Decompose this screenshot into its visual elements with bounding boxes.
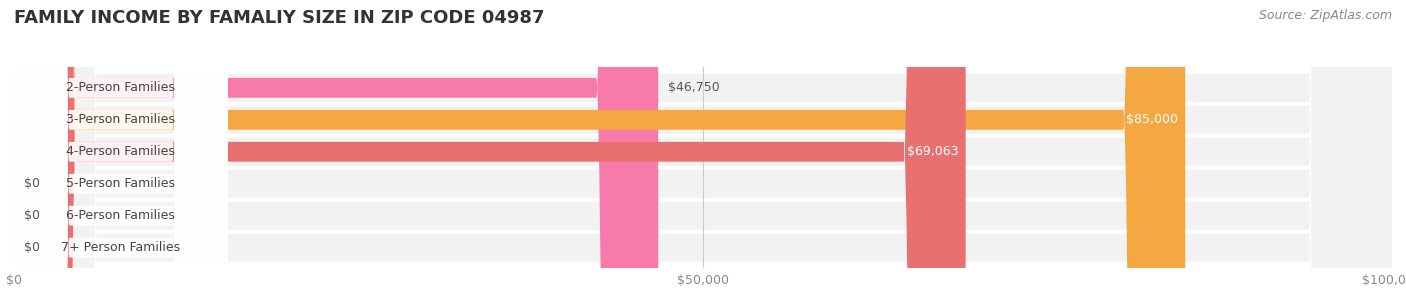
Text: 4-Person Families: 4-Person Families [66,145,176,158]
Text: FAMILY INCOME BY FAMALIY SIZE IN ZIP CODE 04987: FAMILY INCOME BY FAMALIY SIZE IN ZIP COD… [14,9,544,27]
FancyBboxPatch shape [14,0,228,305]
Text: $46,750: $46,750 [668,81,720,94]
Text: 6-Person Families: 6-Person Families [66,209,176,222]
FancyBboxPatch shape [14,0,1185,305]
FancyBboxPatch shape [14,0,228,305]
Text: 7+ Person Families: 7+ Person Families [62,241,180,254]
Text: 3-Person Families: 3-Person Families [66,113,176,126]
Text: $0: $0 [24,241,39,254]
FancyBboxPatch shape [14,0,1392,305]
FancyBboxPatch shape [14,0,966,305]
FancyBboxPatch shape [14,0,1392,305]
FancyBboxPatch shape [14,0,1392,305]
FancyBboxPatch shape [14,0,1392,305]
Text: $0: $0 [24,209,39,222]
FancyBboxPatch shape [14,0,228,305]
Text: $69,063: $69,063 [907,145,959,158]
FancyBboxPatch shape [14,0,1392,305]
FancyBboxPatch shape [14,0,228,305]
Text: $0: $0 [24,177,39,190]
FancyBboxPatch shape [14,0,1392,305]
Text: $85,000: $85,000 [1126,113,1178,126]
Text: 2-Person Families: 2-Person Families [66,81,176,94]
FancyBboxPatch shape [14,0,658,305]
Text: Source: ZipAtlas.com: Source: ZipAtlas.com [1258,9,1392,22]
FancyBboxPatch shape [14,0,228,305]
FancyBboxPatch shape [14,0,228,305]
Text: 5-Person Families: 5-Person Families [66,177,176,190]
